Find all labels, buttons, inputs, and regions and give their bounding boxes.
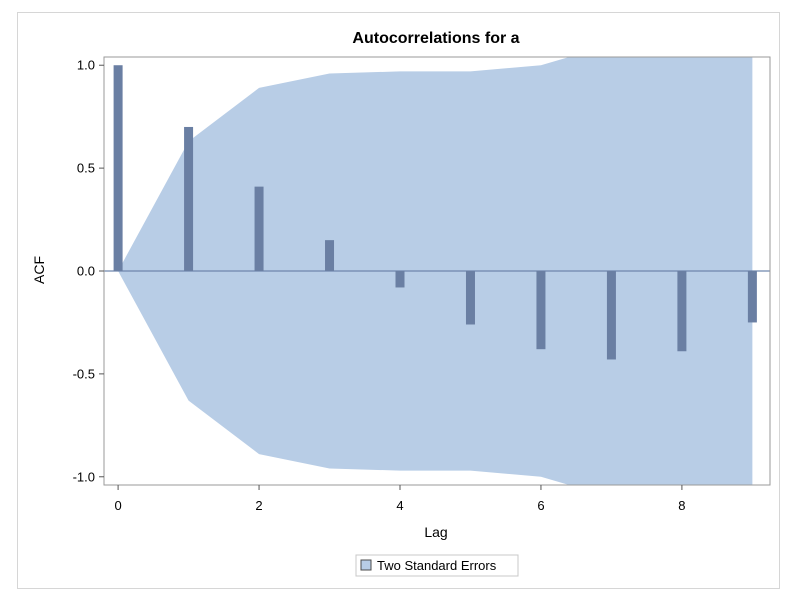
acf-bar-lag-8	[677, 271, 687, 352]
acf-bar-lag-0	[113, 65, 123, 271]
y-tick-label: -1.0	[73, 469, 95, 484]
acf-bar-lag-7	[606, 271, 616, 360]
legend-swatch-icon	[360, 559, 372, 571]
x-tick-label: 4	[396, 498, 403, 513]
y-tick-label: 0.0	[77, 264, 95, 279]
y-tick-label: 1.0	[77, 58, 95, 73]
y-tick-label: -0.5	[73, 366, 95, 381]
acf-bar-lag-1	[184, 126, 194, 271]
x-tick-label: 6	[537, 498, 544, 513]
acf-bar-lag-9	[747, 271, 757, 323]
y-tick-label: 0.5	[77, 161, 95, 176]
acf-bar-lag-3	[325, 240, 335, 271]
axes-layer: -1.0 -0.5 0.0 0.5 1.0 0 2 4 6 8	[73, 56, 771, 513]
y-axis-label: ACF	[31, 256, 47, 284]
x-tick-label: 0	[114, 498, 121, 513]
x-tick-label: 8	[678, 498, 685, 513]
acf-bar-lag-6	[536, 271, 546, 350]
chart-title: Autocorrelations for a	[352, 30, 519, 47]
acf-bar-lag-4	[395, 271, 405, 288]
legend: Two Standard Errors	[355, 554, 519, 577]
acf-bar-lag-5	[465, 271, 475, 325]
acf-bars-layer	[113, 65, 757, 360]
x-axis-label: Lag	[424, 524, 447, 540]
legend-box	[355, 554, 519, 577]
legend-entry-two-standard-errors: Two Standard Errors	[377, 558, 497, 573]
x-tick-label: 2	[255, 498, 262, 513]
acf-bar-lag-2	[254, 186, 264, 271]
